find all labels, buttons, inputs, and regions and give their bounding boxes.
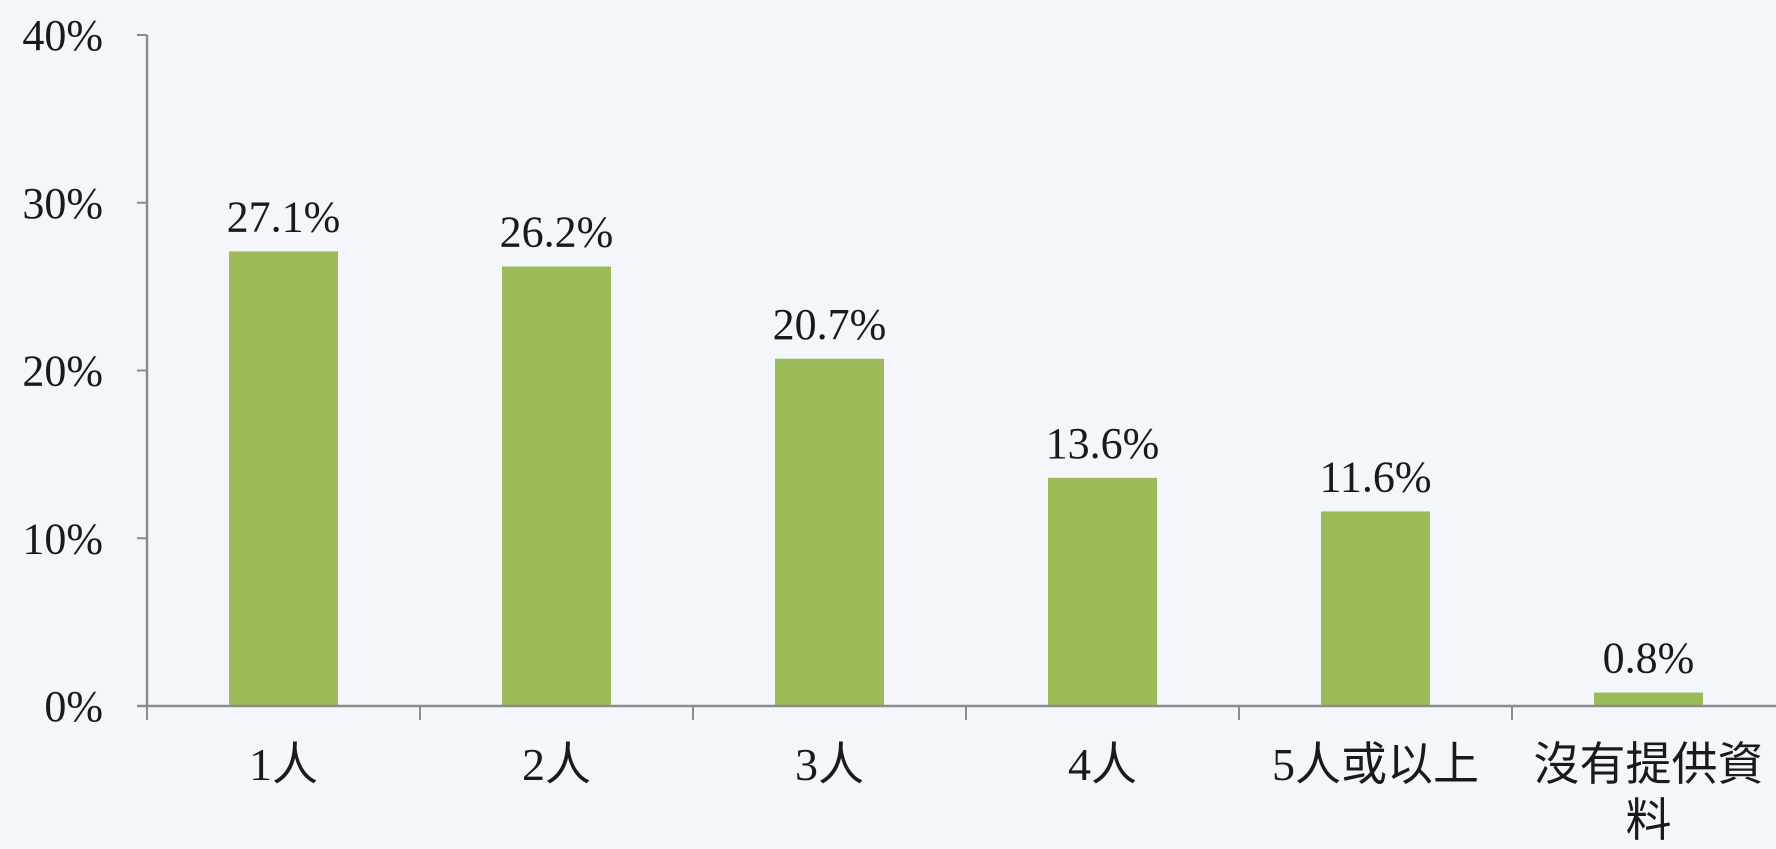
data-label: 20.7% (773, 300, 887, 349)
category-label: 1人 (249, 739, 318, 790)
y-axis-ticks: 0% 10% 20% 30% 40% (22, 11, 147, 731)
y-tick-label: 10% (22, 514, 103, 563)
category-labels-group: 1人 2人 3人 4人 5人或以上 沒有提供資料 (249, 739, 1764, 846)
data-label: 11.6% (1319, 452, 1431, 501)
y-tick-label: 20% (22, 347, 103, 396)
bar (1321, 511, 1430, 706)
x-axis-ticks (146, 706, 1513, 720)
category-label: 5人或以上 (1272, 739, 1479, 790)
y-tick-label: 40% (22, 11, 103, 60)
bar (502, 266, 611, 706)
y-tick-label: 30% (22, 179, 103, 228)
bars-group (229, 251, 1703, 706)
bar (775, 358, 884, 706)
data-label: 13.6% (1046, 419, 1160, 468)
bar (229, 251, 338, 706)
y-tick-label: 0% (44, 682, 103, 731)
data-label: 26.2% (500, 207, 614, 256)
bar (1594, 692, 1703, 706)
category-label: 4人 (1068, 739, 1137, 790)
data-label: 0.8% (1603, 634, 1695, 683)
category-label: 2人 (522, 739, 591, 790)
category-label: 3人 (795, 739, 864, 790)
data-label: 27.1% (227, 192, 341, 241)
category-label: 沒有提供資料 (1534, 739, 1764, 846)
data-labels-group: 27.1% 26.2% 20.7% 13.6% 11.6% 0.8% (227, 192, 1695, 682)
bar (1048, 477, 1157, 706)
